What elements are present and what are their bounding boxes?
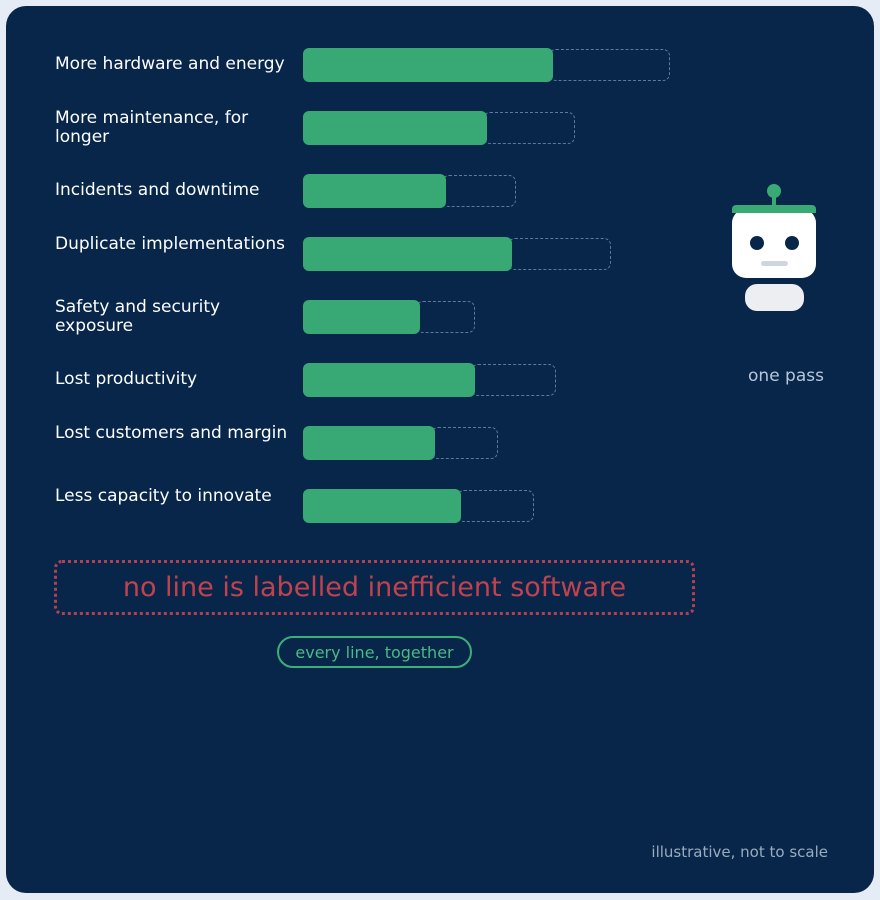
callout-text: no line is labelled inefficient software: [122, 572, 627, 603]
bar-projected: [483, 112, 575, 144]
row-label: More hardware and energy: [55, 54, 285, 75]
bar-fill: [303, 363, 475, 397]
bar-projected: [471, 364, 556, 396]
bar-projected: [457, 490, 534, 522]
callout-box: no line is labelled inefficient software: [54, 560, 695, 615]
diagram-panel: More hardware and energy More maintenance…: [6, 6, 874, 893]
bar-fill: [303, 111, 487, 145]
bar-fill: [303, 300, 420, 334]
row-label: Lost customers and margin: [55, 422, 288, 443]
footnote: illustrative, not to scale: [651, 843, 828, 861]
robot-icon: [732, 184, 816, 311]
bar-projected: [431, 427, 498, 459]
row-label: Lost productivity: [55, 369, 198, 390]
bar-projected: [442, 175, 516, 207]
row-label: Duplicate implementations: [55, 233, 285, 254]
row-label: More maintenance, for longer: [55, 107, 249, 147]
bar-fill: [303, 489, 461, 523]
bar-projected: [416, 301, 475, 333]
bar-fill: [303, 174, 446, 208]
bar-fill: [303, 426, 435, 460]
bar-projected: [549, 49, 670, 81]
row-label: Incidents and downtime: [55, 180, 260, 201]
bar-fill: [303, 237, 512, 271]
pill-text: every line, together: [295, 642, 454, 662]
row-label: Safety and security exposure: [55, 296, 221, 336]
bar-projected: [508, 238, 611, 270]
bar-fill: [303, 48, 553, 82]
together-pill: every line, together: [277, 636, 472, 668]
side-caption: one pass: [748, 366, 824, 386]
row-label: Less capacity to innovate: [55, 485, 272, 506]
